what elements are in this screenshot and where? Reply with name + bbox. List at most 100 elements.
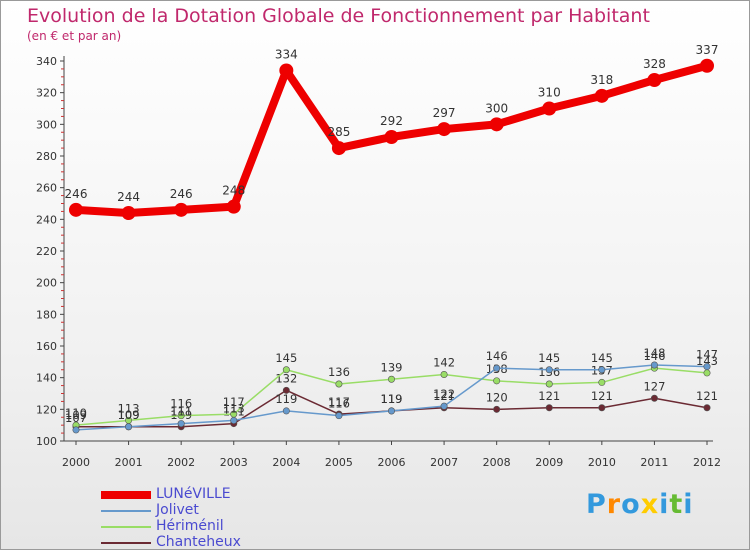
logo-letter: i — [683, 489, 694, 520]
data-label: 139 — [381, 360, 403, 374]
logo-letter: o — [621, 489, 641, 520]
x-tick-label: 2001 — [115, 456, 143, 469]
data-label: 121 — [433, 389, 455, 403]
data-label: 318 — [590, 73, 613, 87]
x-tick-label: 2005 — [325, 456, 353, 469]
x-tick-label: 2010 — [588, 456, 616, 469]
data-label: 121 — [591, 389, 613, 403]
data-label: 145 — [275, 351, 297, 365]
y-tick-label: 180 — [36, 308, 57, 321]
x-tick-label: 2012 — [693, 456, 721, 469]
data-label: 148 — [643, 346, 665, 360]
data-label: 113 — [223, 401, 245, 415]
data-label: 113 — [118, 401, 140, 415]
data-point — [331, 141, 346, 156]
data-point — [72, 426, 80, 434]
data-point — [703, 369, 711, 377]
data-point — [647, 73, 662, 87]
data-point — [387, 407, 395, 415]
data-point — [335, 380, 343, 388]
data-label: 136 — [328, 365, 350, 379]
data-label: 109 — [118, 408, 140, 422]
data-label: 297 — [433, 106, 456, 120]
legend-label: LUNéVILLE — [156, 486, 231, 502]
data-point — [650, 394, 658, 402]
data-label: 292 — [380, 114, 403, 128]
legend-item: Jolivet — [101, 502, 301, 519]
x-tick-label: 2008 — [483, 456, 511, 469]
legend-swatch — [101, 510, 151, 512]
legend: LUNéVILLE Jolivet Hériménil Chanteheux — [101, 486, 301, 551]
data-point — [545, 404, 553, 412]
legend-swatch — [101, 542, 151, 544]
data-label: 109 — [118, 408, 140, 422]
y-tick-label: 200 — [36, 277, 57, 290]
legend-item: Hériménil — [101, 518, 301, 535]
logo-letter: t — [669, 489, 684, 520]
data-point — [384, 130, 399, 144]
data-point — [226, 199, 241, 214]
data-point — [598, 366, 606, 374]
y-tick-label: 220 — [36, 245, 57, 258]
data-point — [493, 364, 501, 372]
y-tick-label: 280 — [36, 150, 57, 163]
legend-label: Hériménil — [156, 518, 224, 534]
logo-letter: i — [659, 489, 670, 520]
data-label: 122 — [433, 387, 455, 401]
x-tick-label: 2011 — [640, 456, 668, 469]
data-point — [282, 407, 290, 415]
data-label: 119 — [381, 392, 403, 406]
data-point — [279, 63, 294, 78]
data-label: 116 — [170, 397, 192, 411]
data-point — [545, 366, 553, 374]
data-label: 145 — [591, 351, 613, 365]
data-label: 120 — [486, 390, 508, 404]
data-point — [282, 386, 290, 394]
data-point — [125, 423, 133, 431]
legend-label: Jolivet — [156, 502, 199, 518]
data-label: 146 — [486, 349, 508, 363]
data-label: 132 — [275, 371, 297, 385]
y-tick-label: 160 — [36, 340, 57, 353]
data-point — [282, 366, 290, 374]
data-point — [700, 58, 714, 73]
data-label: 109 — [65, 408, 87, 422]
data-point — [545, 380, 553, 388]
data-point — [650, 361, 658, 369]
x-tick-label: 2006 — [378, 456, 406, 469]
y-tick-label: 140 — [36, 372, 57, 385]
data-point — [440, 370, 448, 378]
logo-letter: r — [606, 489, 622, 520]
y-tick-label: 100 — [36, 435, 57, 448]
data-point — [437, 122, 452, 137]
data-label: 310 — [538, 86, 561, 100]
data-label: 248 — [222, 184, 245, 198]
x-tick-label: 2003 — [220, 456, 248, 469]
data-label: 117 — [328, 395, 350, 409]
data-point — [493, 377, 501, 385]
proxiti-logo: Proxiti — [586, 489, 694, 520]
x-tick-label: 2004 — [272, 456, 300, 469]
x-tick-label: 2000 — [62, 456, 90, 469]
legend-item: LUNéVILLE — [101, 486, 301, 503]
data-point — [230, 416, 238, 424]
data-label: 145 — [538, 351, 560, 365]
data-label: 147 — [696, 348, 718, 362]
data-point — [387, 375, 395, 383]
y-tick-label: 340 — [36, 55, 57, 68]
data-label: 119 — [275, 392, 297, 406]
data-point — [177, 420, 185, 428]
y-tick-label: 300 — [36, 118, 57, 131]
data-label: 110 — [65, 406, 87, 420]
y-tick-label: 320 — [36, 87, 57, 100]
data-label: 107 — [65, 411, 87, 425]
logo-letter: x — [640, 489, 660, 520]
y-tick-label: 260 — [36, 182, 57, 195]
data-label: 285 — [327, 125, 350, 139]
data-label: 111 — [170, 405, 192, 419]
data-point — [594, 88, 609, 103]
data-label: 246 — [170, 187, 193, 201]
chart-subtitle: (en € et par an) — [27, 29, 122, 43]
